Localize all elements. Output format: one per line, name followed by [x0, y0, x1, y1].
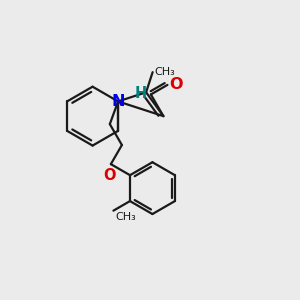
Text: CH₃: CH₃ [115, 212, 136, 222]
Text: H: H [134, 86, 146, 101]
Text: N: N [111, 94, 125, 109]
Text: O: O [104, 168, 116, 183]
Text: CH₃: CH₃ [155, 67, 176, 77]
Text: O: O [169, 77, 183, 92]
